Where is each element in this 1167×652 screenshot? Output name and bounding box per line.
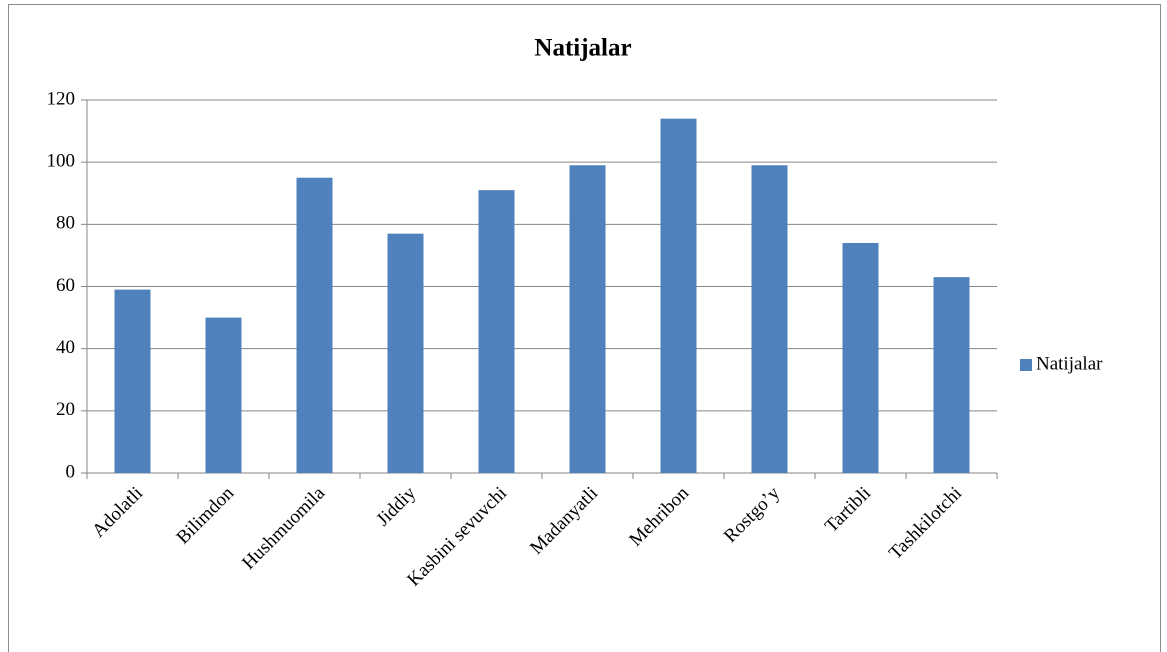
y-tick-label: 120 — [47, 88, 76, 109]
bar — [842, 242, 879, 473]
chart-title: Natijalar — [534, 35, 631, 62]
bar — [205, 317, 242, 473]
bar — [387, 233, 424, 473]
bar — [751, 165, 788, 473]
y-tick-label: 80 — [56, 213, 75, 234]
y-tick-label: 60 — [56, 275, 75, 296]
bar — [569, 165, 606, 473]
bar — [296, 177, 333, 474]
bar — [660, 118, 697, 474]
y-tick-label: 0 — [66, 461, 76, 482]
y-tick-label: 20 — [56, 399, 75, 420]
bar — [933, 277, 970, 473]
y-tick-label: 40 — [56, 337, 75, 358]
legend-swatch — [1020, 359, 1032, 371]
legend-label: Natijalar — [1036, 353, 1103, 374]
bar — [114, 289, 151, 473]
bar — [478, 190, 515, 473]
y-tick-label: 100 — [47, 151, 76, 172]
